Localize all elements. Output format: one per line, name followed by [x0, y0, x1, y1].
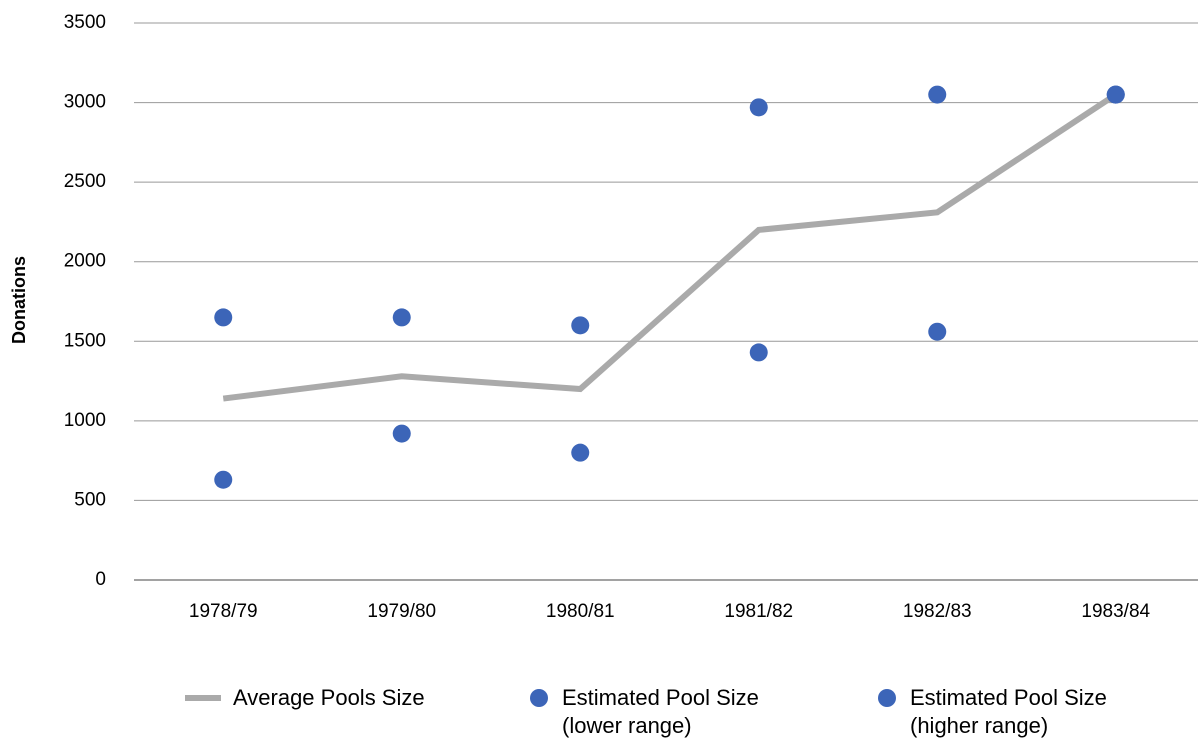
data-point: [928, 85, 947, 104]
legend-item: Average Pools Size: [185, 684, 493, 712]
data-point: [214, 308, 233, 327]
y-tick-label: 2000: [64, 251, 106, 272]
data-point: [214, 470, 233, 489]
y-tick-label: 3000: [64, 92, 106, 113]
legend-label: Estimated Pool Size (higher range): [910, 685, 1107, 738]
x-tick-label: 1978/79: [189, 601, 258, 622]
legend-item: Estimated Pool Size (higher range): [878, 684, 1155, 740]
y-tick-label: 1000: [64, 410, 106, 431]
legend-swatch: [530, 689, 548, 707]
data-point: [571, 443, 590, 462]
legend-label: Average Pools Size: [233, 685, 425, 710]
data-point: [749, 98, 768, 117]
x-tick-label: 1983/84: [1081, 601, 1150, 622]
data-point: [749, 343, 768, 362]
data-point: [571, 316, 590, 335]
legend-item: Estimated Pool Size (lower range): [530, 684, 807, 740]
x-tick-label: 1981/82: [724, 601, 793, 622]
legend-swatch: [185, 695, 221, 701]
x-tick-label: 1982/83: [903, 601, 972, 622]
y-tick-label: 500: [74, 489, 106, 510]
data-point: [928, 322, 947, 341]
y-tick-label: 3500: [64, 12, 106, 33]
series-line: [222, 92, 1118, 402]
data-point: [392, 424, 411, 443]
y-tick-label: 1500: [64, 330, 106, 351]
legend-label: Estimated Pool Size (lower range): [562, 685, 759, 738]
y-tick-label: 0: [95, 569, 106, 590]
data-point: [1106, 85, 1125, 104]
x-tick-label: 1979/80: [367, 601, 436, 622]
y-axis-label: Donations: [9, 256, 29, 344]
legend-swatch: [878, 689, 896, 707]
y-tick-label: 2500: [64, 171, 106, 192]
data-point: [392, 308, 411, 327]
x-tick-label: 1980/81: [546, 601, 615, 622]
